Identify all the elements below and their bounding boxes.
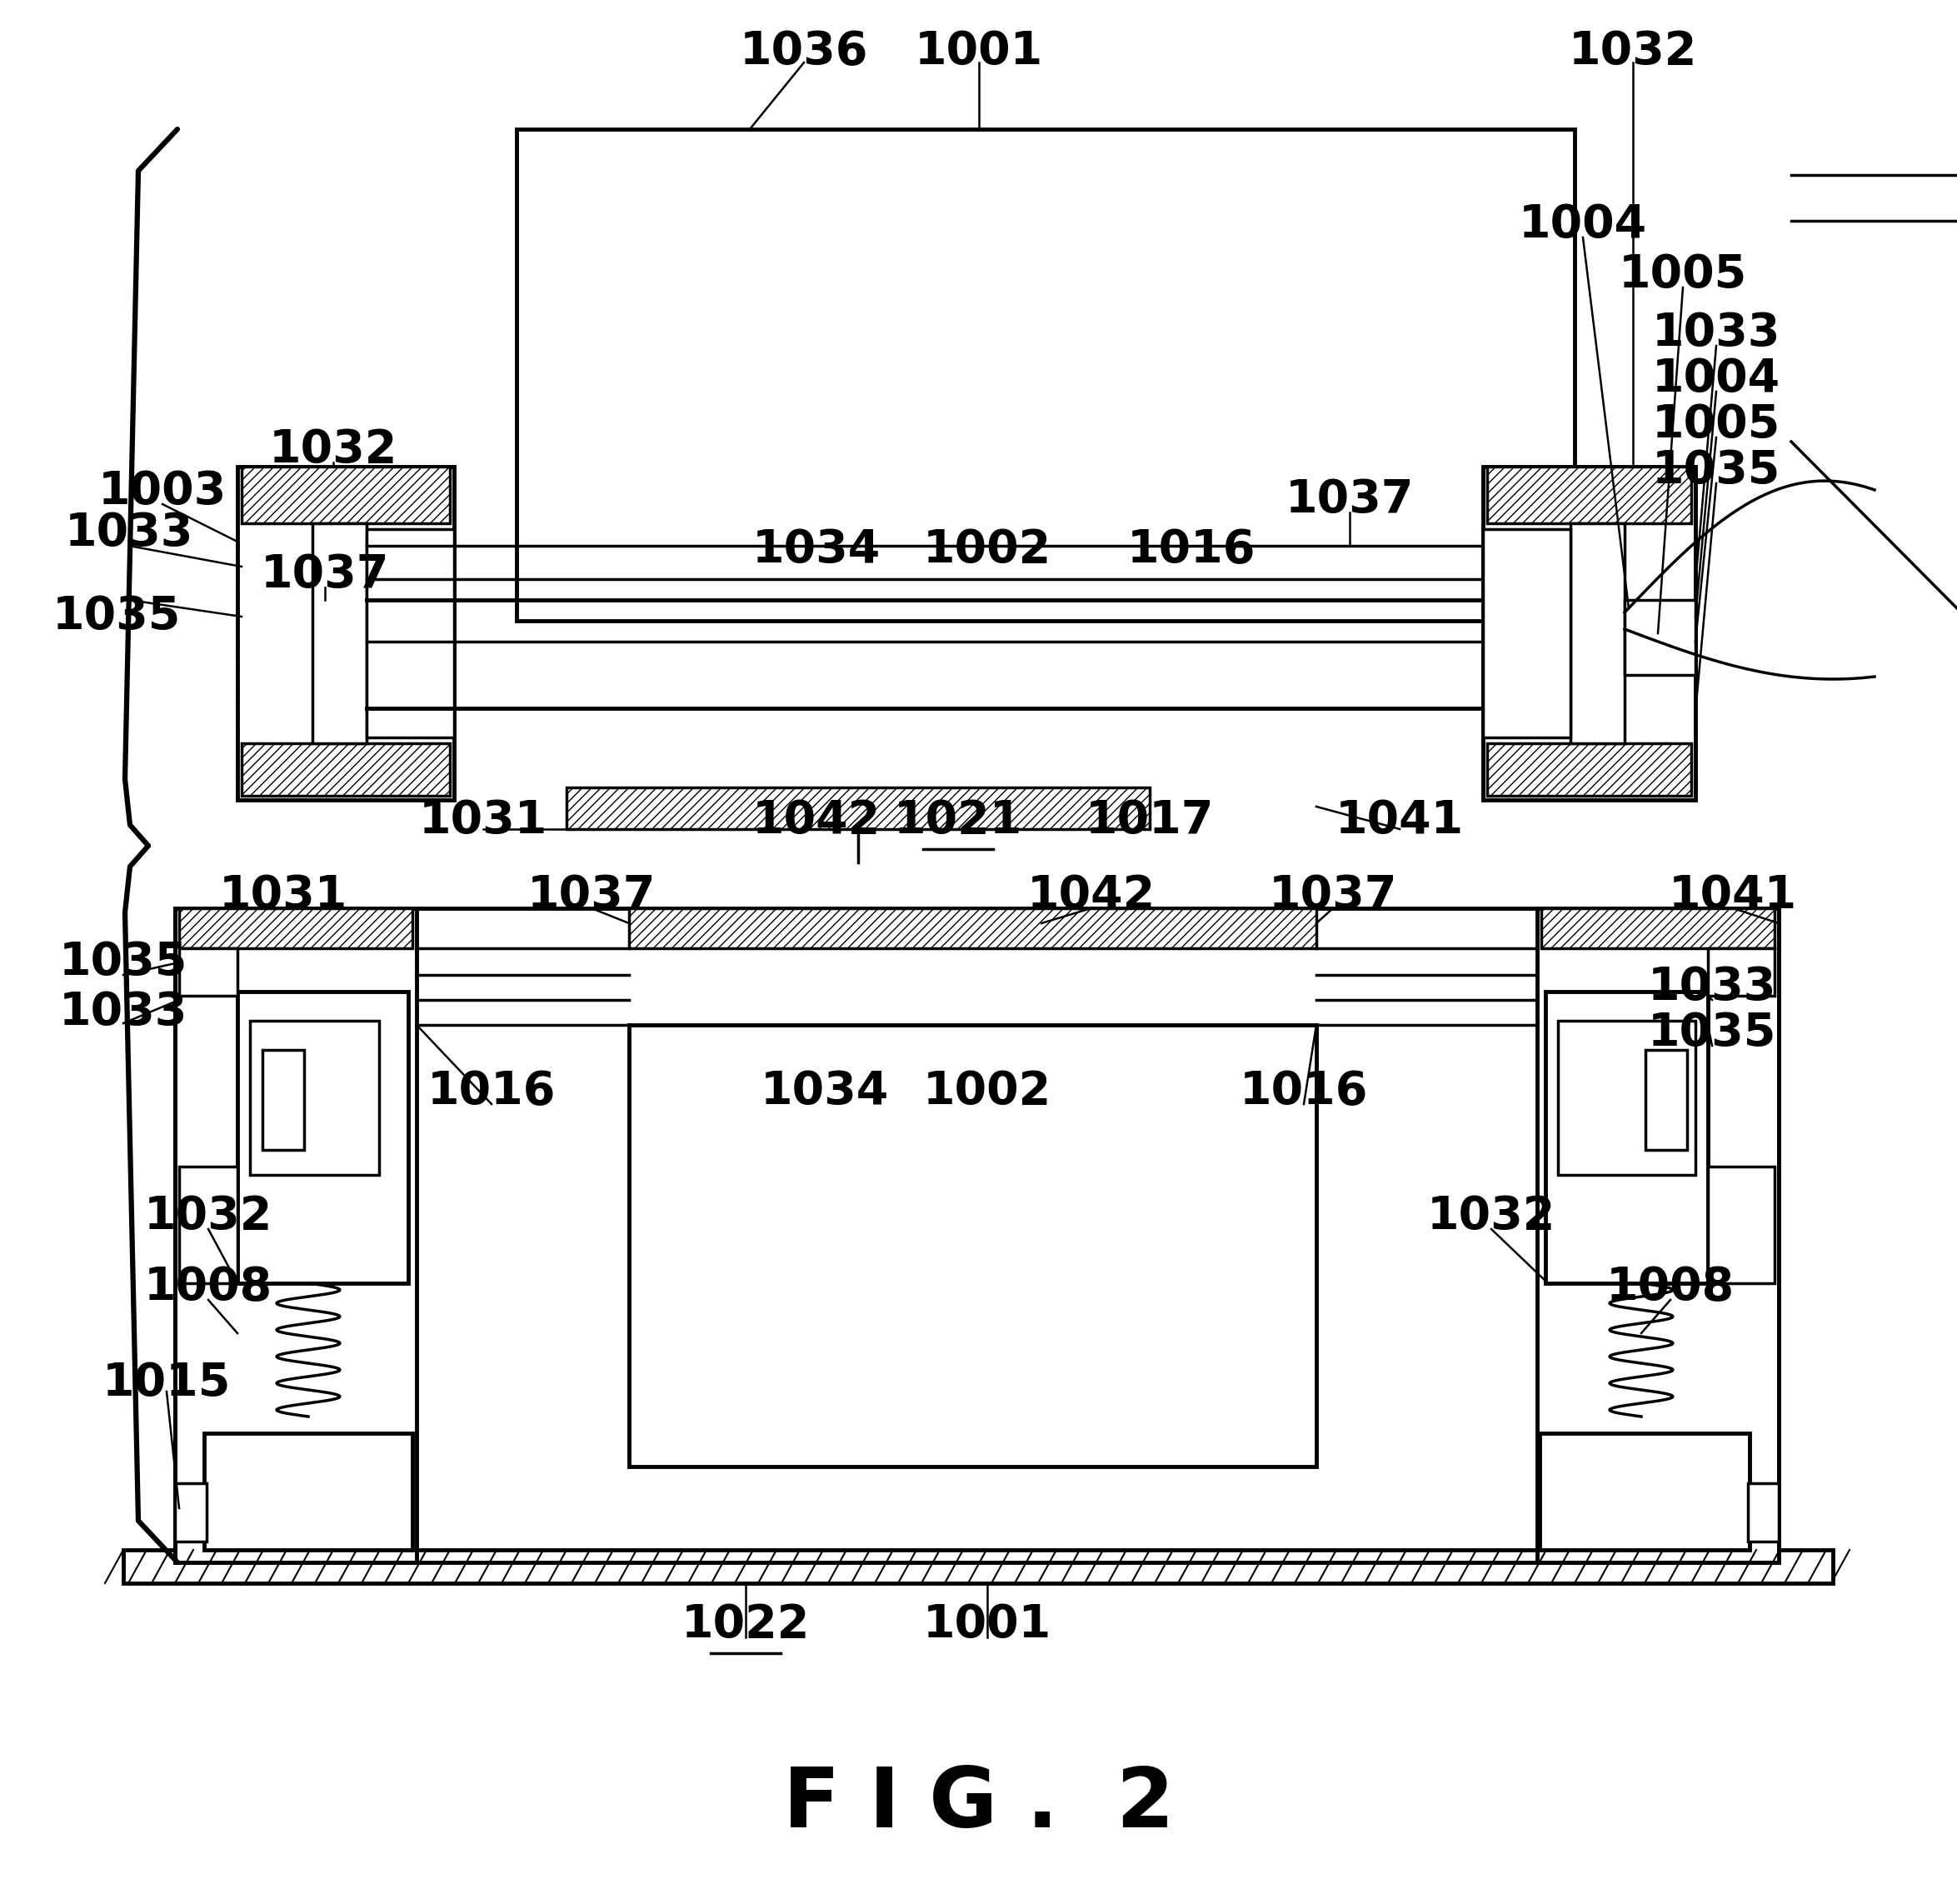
- Text: 1022: 1022: [681, 1603, 810, 1647]
- Bar: [1483, 529, 1570, 737]
- Text: 1033: 1033: [65, 510, 194, 556]
- Text: 1016: 1016: [1127, 527, 1256, 573]
- Text: 1033: 1033: [59, 990, 188, 1036]
- Bar: [262, 1049, 303, 1150]
- Text: 1041: 1041: [1335, 798, 1464, 843]
- Bar: [1624, 600, 1695, 674]
- Text: 1035: 1035: [53, 594, 180, 640]
- Text: 1031: 1031: [219, 874, 348, 918]
- Text: 1005: 1005: [1652, 402, 1781, 447]
- Bar: [1546, 992, 1708, 1283]
- Bar: [241, 743, 450, 796]
- Text: 1037: 1037: [260, 552, 389, 598]
- Text: 1034: 1034: [761, 1068, 888, 1114]
- Text: 1035: 1035: [59, 941, 188, 984]
- Bar: [241, 466, 450, 524]
- Bar: [237, 466, 454, 800]
- Bar: [566, 788, 1149, 828]
- Bar: [237, 992, 409, 1283]
- Text: 1041: 1041: [1669, 874, 1797, 918]
- Text: 1032: 1032: [1427, 1194, 1556, 1240]
- Text: 1034: 1034: [751, 527, 881, 573]
- Text: 1016: 1016: [427, 1068, 556, 1114]
- Text: 1016: 1016: [1239, 1068, 1368, 1114]
- Text: 1002: 1002: [924, 527, 1051, 573]
- Text: 1036: 1036: [740, 29, 869, 74]
- Bar: [1487, 466, 1691, 524]
- Bar: [1487, 743, 1691, 796]
- Bar: [517, 129, 1575, 621]
- Bar: [204, 1434, 413, 1550]
- Bar: [1536, 908, 1779, 1563]
- Text: 1015: 1015: [102, 1361, 231, 1405]
- Bar: [1708, 1167, 1775, 1283]
- Text: 1042: 1042: [751, 798, 881, 843]
- Text: 1037: 1037: [526, 874, 656, 918]
- Text: 1002: 1002: [924, 1068, 1051, 1114]
- Bar: [628, 908, 1317, 948]
- Text: 1031: 1031: [419, 798, 548, 843]
- Bar: [1748, 1483, 1779, 1542]
- Text: 1021: 1021: [894, 798, 1022, 843]
- Text: 1003: 1003: [98, 468, 227, 514]
- Bar: [180, 948, 237, 996]
- Text: 1033: 1033: [1652, 310, 1781, 356]
- Bar: [180, 908, 413, 948]
- Text: 1017: 1017: [1086, 798, 1213, 843]
- Text: 1005: 1005: [1618, 253, 1748, 297]
- Text: 1032: 1032: [268, 428, 397, 472]
- Bar: [366, 529, 454, 737]
- Bar: [250, 1021, 380, 1175]
- Bar: [1570, 524, 1624, 743]
- Text: 1004: 1004: [1652, 356, 1781, 402]
- Text: 1033: 1033: [1648, 965, 1777, 1009]
- Bar: [313, 524, 366, 743]
- Text: 1035: 1035: [1648, 1011, 1777, 1055]
- Bar: [1708, 948, 1775, 996]
- Bar: [1542, 908, 1775, 948]
- Bar: [174, 1483, 207, 1542]
- Text: 1037: 1037: [1268, 874, 1397, 918]
- Text: 1004: 1004: [1519, 202, 1648, 248]
- Text: 1008: 1008: [145, 1264, 272, 1310]
- Text: 1042: 1042: [1027, 874, 1157, 918]
- Bar: [1483, 466, 1695, 800]
- Bar: [174, 908, 417, 1563]
- Text: 1032: 1032: [145, 1194, 272, 1240]
- Text: 1001: 1001: [924, 1603, 1051, 1647]
- Text: 1032: 1032: [1570, 29, 1697, 74]
- Bar: [123, 1550, 1834, 1584]
- Text: 1008: 1008: [1607, 1264, 1734, 1310]
- Text: 1037: 1037: [1286, 478, 1415, 522]
- Text: F I G .  2: F I G . 2: [783, 1763, 1174, 1845]
- Bar: [1646, 1049, 1687, 1150]
- Text: 1001: 1001: [914, 29, 1043, 74]
- Text: 1035: 1035: [1652, 447, 1781, 493]
- Bar: [180, 1167, 237, 1283]
- Bar: [628, 1024, 1317, 1466]
- Bar: [1558, 1021, 1695, 1175]
- Bar: [1540, 1434, 1750, 1550]
